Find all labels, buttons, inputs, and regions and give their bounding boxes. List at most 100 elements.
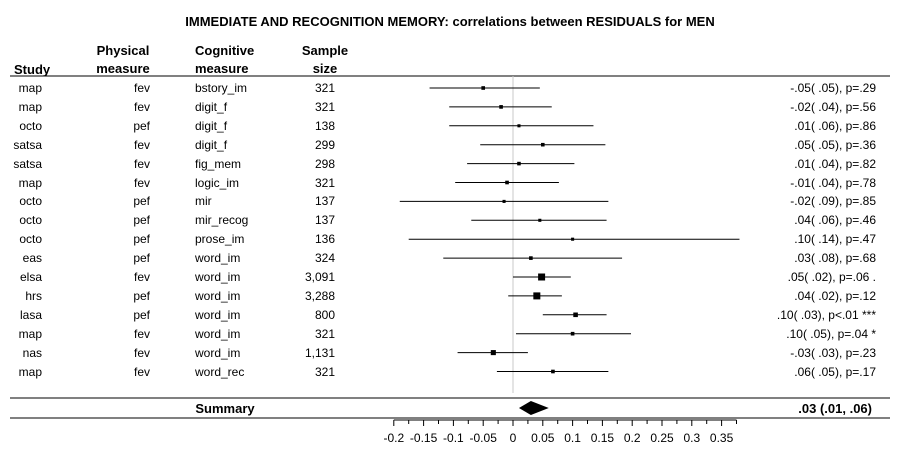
row-study: map	[18, 99, 42, 114]
row-physical: pef	[133, 118, 150, 133]
point-estimate	[538, 218, 542, 222]
row-physical: fev	[133, 345, 150, 360]
row-sample-size: 321	[314, 81, 335, 95]
header-physical-line1: Physical	[96, 43, 150, 58]
x-tick-label: 0.1	[564, 431, 581, 445]
row-cognitive: mir	[195, 194, 212, 209]
point-estimate	[551, 369, 555, 374]
point-estimate	[538, 273, 546, 281]
header-cognitive: Cognitive measure	[195, 42, 254, 78]
point-estimate	[529, 256, 533, 260]
row-study: satsa	[13, 137, 42, 152]
row-sample-size: 321	[314, 364, 335, 379]
row-cognitive: word_im	[195, 345, 241, 360]
header-sample: Sample size	[290, 42, 360, 78]
row-physical: fev	[133, 99, 150, 114]
header-sample-line2: size	[312, 61, 338, 76]
row-cognitive: word_im	[195, 307, 241, 322]
row-cognitive: fig_mem	[195, 156, 242, 171]
row-study: nas	[22, 345, 42, 360]
x-tick-label: 0.3	[683, 431, 700, 445]
row-study: octo	[19, 118, 42, 133]
row-physical: fev	[133, 156, 150, 171]
row-stat: .04( .02), p=.12	[794, 288, 876, 303]
row-physical: fev	[133, 81, 150, 95]
point-estimate	[533, 292, 541, 300]
row-stat: .05( .05), p=.36	[794, 137, 876, 152]
row-study: map	[18, 81, 42, 95]
row-study: lasa	[19, 307, 42, 322]
row-physical: fev	[133, 270, 150, 284]
row-physical: pef	[133, 194, 150, 209]
row-cognitive: digit_f	[195, 99, 228, 114]
summary-label: Summary	[195, 401, 255, 416]
x-tick-label: -0.15	[410, 431, 438, 445]
row-cognitive: digit_f	[195, 118, 228, 133]
row-stat: .05( .02), p=.06 .	[787, 270, 876, 284]
point-estimate	[499, 105, 503, 109]
chart-title: IMMEDIATE AND RECOGNITION MEMORY: correl…	[185, 14, 715, 29]
point-estimate	[571, 237, 575, 241]
row-sample-size: 136	[314, 232, 335, 247]
header-cognitive-line2: measure	[195, 61, 249, 76]
row-physical: pef	[133, 251, 150, 266]
row-physical: pef	[133, 213, 150, 228]
summary-diamond	[518, 401, 549, 415]
row-study: hrs	[25, 288, 42, 303]
point-estimate	[517, 161, 521, 166]
point-estimate	[502, 199, 506, 203]
row-study: map	[18, 364, 42, 379]
point-estimate	[517, 124, 521, 128]
row-stat: .10( .05), p=.04 *	[786, 326, 876, 341]
row-cognitive: word_im	[195, 251, 241, 266]
x-tick-label: 0.25	[650, 431, 674, 445]
row-stat: .03( .08), p=.68	[794, 251, 876, 266]
row-stat: .06( .05), p=.17	[794, 364, 876, 379]
row-sample-size: 321	[314, 175, 335, 190]
row-sample-size: 138	[314, 118, 335, 133]
row-physical: pef	[133, 307, 150, 322]
point-estimate	[505, 180, 509, 185]
header-sample-line1: Sample	[301, 43, 349, 58]
row-cognitive: word_im	[195, 270, 241, 284]
header-study: Study	[14, 62, 51, 77]
header-physical-line2: measure	[96, 61, 150, 76]
row-physical: fev	[133, 326, 150, 341]
summary-stat: .03 (.01, .06)	[798, 401, 872, 416]
row-cognitive: word_im	[195, 288, 241, 303]
row-cognitive: bstory_im	[195, 81, 248, 95]
row-cognitive: word_im	[195, 326, 241, 341]
x-tick-label: 0.35	[710, 431, 734, 445]
x-tick-label: -0.05	[470, 431, 498, 445]
point-estimate	[573, 312, 578, 318]
row-physical: pef	[133, 232, 150, 247]
x-tick-label: -0.2	[383, 431, 404, 445]
header-cognitive-line1: Cognitive	[195, 43, 255, 58]
header-physical: Physical measure	[88, 42, 158, 78]
row-stat: .10( .03), p<.01 ***	[776, 307, 876, 322]
row-stat: .04( .06), p=.46	[794, 213, 876, 228]
row-sample-size: 321	[314, 99, 335, 114]
row-stat: -.03( .03), p=.23	[790, 345, 876, 360]
row-sample-size: 321	[314, 326, 335, 341]
row-cognitive: logic_im	[195, 175, 240, 190]
row-study: eas	[22, 251, 42, 266]
row-stat: -.02( .04), p=.56	[790, 99, 876, 114]
point-estimate	[481, 86, 486, 90]
row-physical: fev	[133, 175, 150, 190]
row-stat: -.02( .09), p=.85	[790, 194, 876, 209]
row-cognitive: digit_f	[195, 137, 228, 152]
row-study: map	[18, 326, 42, 341]
row-study: map	[18, 175, 42, 190]
row-stat: -.01( .04), p=.78	[790, 175, 876, 190]
x-tick-label: -0.1	[443, 431, 464, 445]
point-estimate	[541, 142, 545, 147]
row-physical: pef	[133, 288, 150, 303]
x-tick-label: 0.2	[624, 431, 641, 445]
row-study: octo	[19, 213, 42, 228]
row-sample-size: 3,288	[304, 288, 335, 303]
row-sample-size: 3,091	[304, 270, 335, 284]
row-stat: .10( .14), p=.47	[794, 232, 876, 247]
row-stat: .01( .06), p=.86	[794, 118, 876, 133]
point-estimate	[490, 350, 496, 356]
